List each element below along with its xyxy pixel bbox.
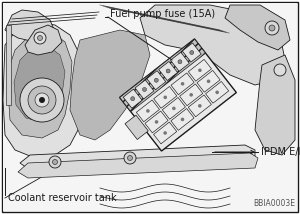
Text: IPDM E/R: IPDM E/R [261,147,300,157]
Polygon shape [18,153,258,178]
Polygon shape [140,5,285,85]
Bar [125,115,148,140]
Circle shape [35,93,49,107]
Bar [171,73,194,95]
Text: Fuel pump fuse (15A): Fuel pump fuse (15A) [110,9,215,19]
Circle shape [207,79,210,83]
Circle shape [164,96,167,99]
Bar [188,59,212,81]
Circle shape [178,60,182,64]
Circle shape [39,97,45,103]
Polygon shape [3,22,85,158]
Bar [180,84,203,106]
Circle shape [190,51,194,55]
Bar [197,70,220,92]
Circle shape [20,78,64,122]
Circle shape [146,109,150,113]
Circle shape [155,120,158,124]
Bar [123,89,142,108]
Circle shape [49,156,61,168]
Circle shape [215,91,219,94]
Text: BBIA0003E: BBIA0003E [253,199,295,208]
Bar [145,111,168,133]
Polygon shape [14,46,65,122]
Polygon shape [225,5,290,50]
Bar [188,95,211,117]
Circle shape [274,64,286,76]
Bar [159,61,178,80]
Circle shape [269,25,275,31]
Circle shape [28,86,56,114]
Circle shape [163,131,167,135]
Polygon shape [20,145,255,170]
Circle shape [198,104,202,108]
Circle shape [124,152,136,164]
Bar [170,52,189,71]
Bar [154,86,177,108]
Bar [147,71,166,90]
Bar [6,25,11,105]
Polygon shape [5,10,55,42]
Bar [182,43,201,62]
Bar [171,108,194,130]
Bar [120,39,236,151]
Bar [154,122,177,144]
Circle shape [34,32,46,44]
Circle shape [131,97,135,101]
Circle shape [38,36,43,40]
Polygon shape [70,30,150,140]
Bar [120,39,206,112]
Bar [206,82,229,103]
Circle shape [181,82,184,86]
Circle shape [265,21,279,35]
Circle shape [166,69,170,73]
Polygon shape [255,55,295,155]
Polygon shape [8,32,72,138]
Bar [136,100,160,122]
Circle shape [189,93,193,97]
Circle shape [172,107,176,110]
Bar [162,98,185,119]
Circle shape [198,68,202,72]
Circle shape [154,78,158,82]
Polygon shape [25,25,62,55]
Bar [135,80,154,99]
Circle shape [52,159,58,165]
Circle shape [128,156,133,160]
Circle shape [181,118,184,121]
Circle shape [142,88,146,91]
Text: Coolant reservoir tank: Coolant reservoir tank [8,193,117,203]
